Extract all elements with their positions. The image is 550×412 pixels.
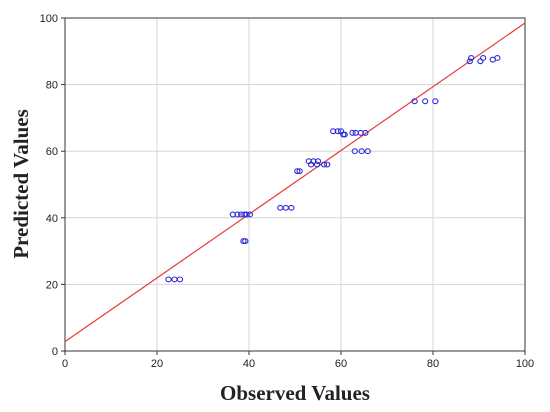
scatter-point: [296, 168, 303, 175]
gridlines: [65, 18, 525, 351]
scatter-point: [358, 148, 365, 155]
scatter-point: [288, 204, 295, 211]
scatter-point: [341, 131, 348, 138]
y-tick-label: 0: [52, 346, 58, 358]
scatter-point: [334, 128, 341, 135]
scatter-point: [479, 55, 487, 61]
scatter-point: [468, 55, 475, 61]
scatter-point: [411, 98, 418, 105]
x-tick-label: 0: [62, 358, 68, 370]
scatter-point: [277, 204, 284, 211]
scatter-point: [229, 211, 237, 218]
scatter-point: [362, 129, 369, 136]
scatter-point: [171, 276, 178, 283]
scatter-point: [242, 238, 249, 245]
x-tick-label: 60: [335, 358, 347, 370]
scatter-point: [352, 129, 359, 136]
scatter-point: [176, 276, 184, 283]
scatter-point: [246, 211, 254, 218]
scatter-point: [282, 204, 289, 211]
data-points: [165, 55, 501, 283]
plot-frame: [64, 17, 526, 352]
scatter-point: [466, 58, 473, 65]
scatter-point: [314, 158, 322, 165]
y-tick-label: 40: [46, 213, 58, 225]
axis-ticks: 0 20 40 60 80 100 0 20 40 60 80 100: [40, 13, 535, 370]
scatter-point: [165, 276, 172, 283]
scatter-point: [234, 211, 241, 218]
regression-line: [64, 22, 526, 343]
x-axis-title: Observed Values: [220, 381, 370, 405]
scatter-point: [357, 129, 364, 136]
scatter-point: [320, 161, 328, 168]
scatter-point: [349, 129, 356, 136]
x-tick-label: 100: [516, 358, 534, 370]
scatter-point: [294, 168, 301, 175]
scatter-point: [313, 161, 321, 168]
x-tick-label: 80: [427, 358, 439, 370]
y-tick-label: 100: [40, 13, 58, 25]
scatter-point: [422, 98, 429, 105]
scatter-point: [364, 148, 371, 155]
scatter-point: [307, 161, 315, 168]
y-tick-label: 20: [46, 279, 58, 291]
scatter-point: [243, 211, 250, 218]
y-tick-label: 60: [46, 146, 58, 158]
y-axis-title: Predicted Values: [9, 109, 33, 259]
x-tick-label: 20: [151, 358, 163, 370]
scatter-point: [494, 55, 501, 61]
y-tick-label: 80: [46, 80, 58, 92]
scatter-point: [351, 148, 358, 155]
scatter-point: [330, 128, 337, 135]
x-tick-label: 40: [243, 358, 255, 370]
scatter-point: [324, 161, 331, 168]
fit-line: [64, 22, 526, 343]
scatter-point: [432, 98, 439, 105]
